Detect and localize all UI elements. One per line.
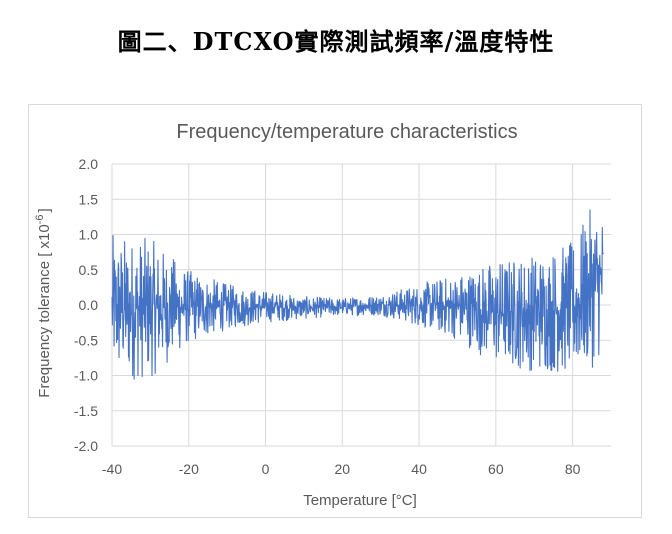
y-tick-label: -0.5 [74, 332, 98, 348]
y-tick-label: 1.0 [79, 227, 99, 243]
y-axis-title-exponent: -6 [34, 214, 46, 224]
chart-title: Frequency/temperature characteristics [176, 121, 517, 143]
x-tick-label: 20 [335, 461, 351, 477]
x-tick-label: 0 [262, 461, 270, 477]
x-tick-label: 60 [488, 461, 504, 477]
document-heading: 圖二、DTCXO實際測試頻率/溫度特性 [117, 27, 555, 56]
y-axis-title-close: ] [36, 208, 53, 212]
y-tick-label: -2.0 [74, 438, 98, 454]
y-axis-title-main: Frequency tolerance [ x10 [36, 224, 53, 397]
x-axis-ticks: -40 -20 0 20 40 60 80 [102, 461, 581, 477]
y-tick-label: 2.0 [79, 156, 99, 172]
series-line [111, 209, 604, 380]
y-tick-label: -1.5 [74, 403, 98, 419]
y-axis-title: Frequency tolerance [ x10-6] [34, 208, 53, 397]
y-tick-label: 0.0 [79, 297, 99, 313]
series-layer [111, 209, 604, 380]
y-tick-label: 1.5 [79, 191, 99, 207]
y-axis-ticks: 2.0 1.5 1.0 0.5 0.0 -0.5 -1.0 -1.5 -2.0 [74, 156, 98, 454]
x-tick-label: 40 [411, 461, 427, 477]
x-tick-label: 80 [565, 461, 581, 477]
y-tick-label: -1.0 [74, 368, 98, 384]
y-tick-label: 0.5 [79, 262, 99, 278]
x-tick-label: -20 [179, 461, 199, 477]
x-tick-label: -40 [102, 461, 122, 477]
x-axis-title: Temperature [°C] [303, 492, 417, 509]
